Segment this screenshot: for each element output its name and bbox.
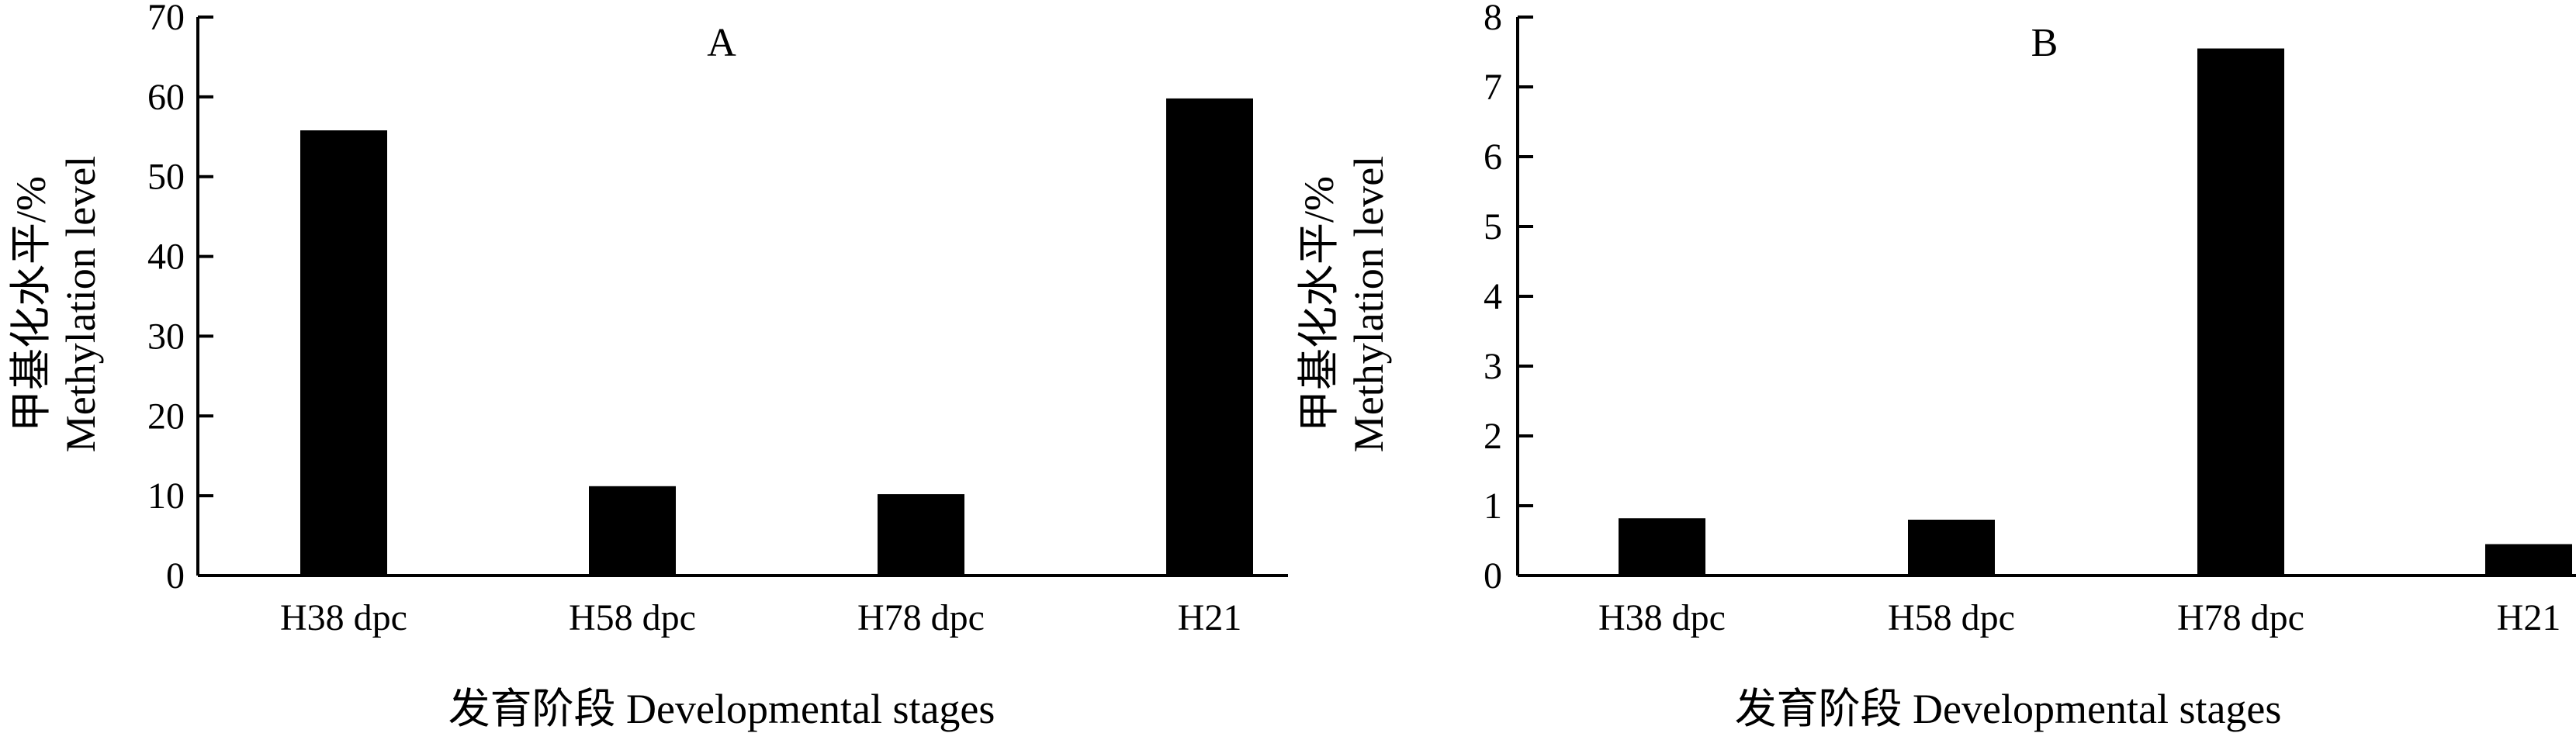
chart-b-y-tick-label: 0 <box>1484 555 1502 596</box>
chart-a-y-tick-label: 0 <box>166 555 185 596</box>
chart-a-bar-4 <box>1166 98 1253 576</box>
chart-a-x-tick-label: H21 <box>1178 597 1242 638</box>
chart-a-bar-1 <box>300 130 387 576</box>
chart-a-y-axis-title-en: Methylation level <box>57 156 104 452</box>
chart-b-y-tick-label: 6 <box>1484 137 1502 178</box>
chart-b-x-tick-label: H78 dpc <box>2177 597 2304 638</box>
chart-b-bar-4 <box>2485 544 2572 576</box>
chart-b-y-axis-title-en: Methylation level <box>1345 156 1392 452</box>
chart-a-y-tick-label: 30 <box>147 316 185 357</box>
chart-b-x-tick-label: H38 dpc <box>1598 597 1726 638</box>
chart-b-x-tick-label: H58 dpc <box>1888 597 2015 638</box>
chart-b-x-tick-label: H21 <box>2497 597 2561 638</box>
chart-b-y-tick-label: 5 <box>1484 206 1502 247</box>
chart-b-y-tick-label: 2 <box>1484 416 1502 457</box>
chart-a-bar-2 <box>589 486 676 576</box>
chart-a-x-axis-title: 发育阶段 Developmental stages <box>448 686 995 732</box>
chart-b-bar-1 <box>1619 518 1705 576</box>
chart-a-y-tick-label: 70 <box>147 0 185 38</box>
chart-a-panel-title: A <box>707 21 736 65</box>
chart-b-y-tick-label: 7 <box>1484 67 1502 108</box>
chart-b-y-tick-label: 4 <box>1484 276 1502 317</box>
chart-a-x-tick-label: H38 dpc <box>280 597 407 638</box>
chart-a-y-tick-label: 50 <box>147 157 185 198</box>
chart-b-bar-2 <box>1908 520 1995 576</box>
chart-b-x-axis-title: 发育阶段 Developmental stages <box>1735 686 2282 732</box>
chart-a-y-axis-title-cn: 甲基化水平/% <box>8 176 54 432</box>
chart-a: 0 10 20 30 40 50 60 70 H38 dpc H58 dpc H78 dpc H21 A… <box>8 0 1288 732</box>
chart-a-x-tick-label: H78 dpc <box>857 597 985 638</box>
chart-a-y-tick-label: 20 <box>147 396 185 437</box>
chart-b-y-tick-label: 1 <box>1484 486 1502 527</box>
chart-b-y-tick-label: 8 <box>1484 0 1502 38</box>
chart-a-y-tick-label: 60 <box>147 77 185 118</box>
chart-b-y-tick-label: 3 <box>1484 346 1502 387</box>
chart-b-panel-title: B <box>2031 21 2058 65</box>
chart-b: 0 1 2 3 4 5 6 7 8 H38 dpc H58 dpc H78 dpc H21 B 发育阶段 D… <box>1296 0 2576 732</box>
chart-a-y-tick-label: 40 <box>147 237 185 278</box>
chart-a-y-tick-label: 10 <box>147 475 185 517</box>
chart-b-bar-3 <box>2197 48 2284 576</box>
chart-b-y-axis-title-cn: 甲基化水平/% <box>1296 176 1342 432</box>
chart-a-x-tick-label: H58 dpc <box>569 597 696 638</box>
chart-a-bar-3 <box>878 494 964 576</box>
